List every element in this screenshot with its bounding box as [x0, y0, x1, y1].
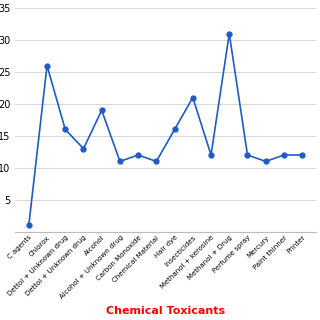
X-axis label: Chemical Toxicants: Chemical Toxicants	[106, 306, 225, 316]
